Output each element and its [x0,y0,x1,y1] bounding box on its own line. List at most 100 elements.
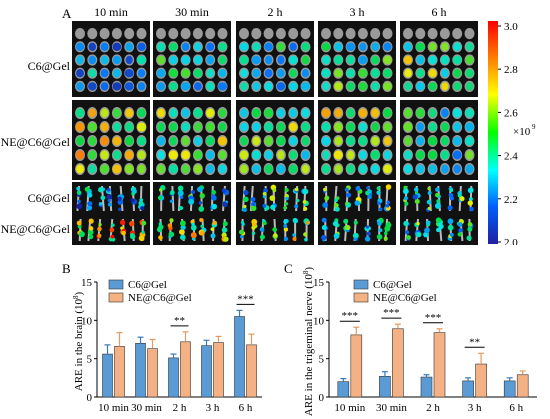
significance-marker: *** [342,310,359,322]
fluorescence-spot [210,233,216,239]
fluorescence-spot [188,198,195,205]
fluorescence-spot [321,136,331,146]
fluorescence-spot [193,108,203,118]
fluorescence-spot [428,69,437,78]
fluorescence-spot [378,228,383,233]
fluorescence-spot [416,136,425,146]
brain-slice [156,27,166,40]
fluorescence-spot [193,164,203,174]
fluorescence-spot [449,188,454,193]
brain-slice [205,27,216,40]
fluorescence-spot [113,122,121,132]
bar [475,363,487,398]
fluorescence-spot [262,195,267,199]
fluorescence-spot [457,193,462,198]
fluorescence-spot [370,69,380,78]
fluorescence-spot [447,224,454,231]
fluorescence-spot [404,164,412,174]
fluorescence-spot [100,42,109,51]
fluorescence-spot [371,164,380,174]
fluorescence-spot [289,122,298,132]
fluorescence-spot [98,202,103,206]
fluorescence-spot [452,150,462,160]
fluorescence-spot [457,222,463,227]
fluorescence-spot [371,55,380,65]
fluorescence-spot [323,187,327,192]
fluorescence-spot [301,42,310,51]
fluorescence-spot [383,55,392,65]
fluorescence-spot [441,136,449,146]
fluorescence-spot [264,69,273,78]
fluorescence-spot [218,82,227,91]
fluorescence-spot [285,196,289,201]
fluorescence-spot [283,219,287,224]
brain-slice [333,27,344,40]
fluorescence-spot [199,230,205,236]
fluorescence-spot [416,82,425,91]
fluorescence-spot [194,122,202,132]
fluorescence-spot [240,136,248,146]
fluorescence-spot [264,108,274,118]
fluorescence-spot [321,234,327,241]
fluorescence-spot [284,202,289,206]
x-tick-label: 3 h [206,402,220,414]
fluorescence-spot [294,204,299,209]
fluorescence-spot [428,164,437,174]
fluorescence-spot [364,236,371,242]
fluorescence-spot [238,229,244,235]
fluorescence-spot [276,82,286,91]
fluorescence-spot [264,82,273,91]
brain-slice [180,27,191,40]
fluorescence-spot [438,223,444,230]
fluorescence-spot [77,199,81,204]
fluorescence-spot [239,42,249,51]
brain-slice [124,27,135,40]
bar [102,353,113,398]
fluorescence-spot [206,69,214,78]
fluorescence-spot [137,82,146,91]
fluorescence-spot [117,196,122,201]
brain-slice [382,27,393,40]
fluorescence-spot [137,164,146,174]
fluorescence-spot [252,136,261,146]
fluorescence-spot [304,237,308,242]
fluorescence-spot [100,69,109,78]
fluorescence-spot [239,150,249,160]
fluorescence-spot [465,136,474,146]
fluorescence-spot [112,164,122,174]
fluorescence-spot [403,55,413,65]
fluorescence-spot [125,136,134,146]
fluorescence-spot [406,235,411,240]
fluorescence-spot [107,202,113,207]
fluorescence-spot [457,232,462,237]
bar [420,376,433,398]
fluorescence-spot [218,150,227,160]
fluorescence-spot [98,186,104,193]
fluorescence-spot [124,69,134,78]
fluorescence-spot [168,231,175,238]
nerve-sample [171,185,175,212]
fluorescence-spot [131,191,135,196]
fluorescence-spot [212,220,218,226]
fluorescence-spot [121,230,126,236]
fluorescence-spot [199,217,204,223]
x-tick-label: 30 min [131,402,162,414]
fluorescence-spot [76,186,80,191]
fluorescence-spot [113,150,121,160]
fluorescence-spot [404,150,412,160]
colorbar [488,21,498,244]
bar [337,381,350,398]
panel-label: A [62,6,72,21]
fluorescence-spot [198,201,203,205]
fluorescence-spot [383,231,388,236]
fluorescence-spot [211,195,217,201]
fluorescence-spot [124,150,134,160]
fluorescence-spot [241,222,245,226]
fluorescence-spot [276,136,286,146]
fluorescence-spot [125,108,134,118]
fluorescence-spot [240,164,248,174]
panel-label: C [284,261,293,276]
fluorescence-spot [218,108,227,118]
brain-slice [275,27,286,40]
fluorescence-spot [75,108,85,118]
